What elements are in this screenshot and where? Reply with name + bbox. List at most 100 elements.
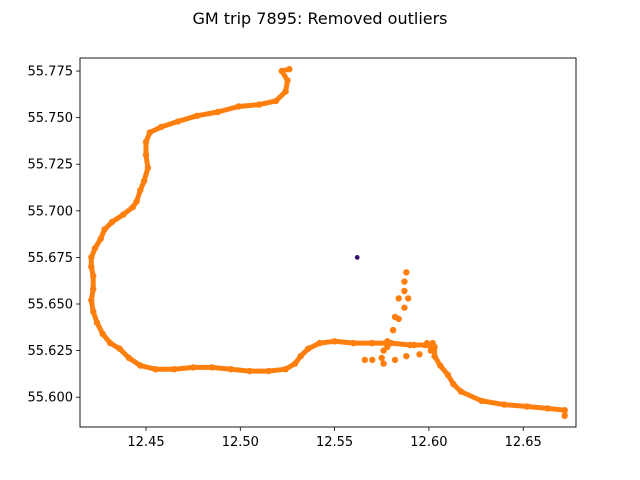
data-point: [88, 254, 95, 261]
x-tick-label: 12.50: [222, 435, 259, 450]
chart-title: GM trip 7895: Removed outliers: [192, 9, 447, 28]
x-axis: 12.45 12.50 12.55 12.60 12.65: [127, 427, 542, 450]
data-point: [450, 380, 457, 388]
data-point: [120, 211, 127, 218]
data-point: [561, 412, 568, 419]
data-point: [190, 364, 197, 371]
data-point: [403, 269, 410, 276]
data-point: [133, 198, 140, 205]
data-point: [256, 101, 263, 108]
data-point: [361, 356, 368, 364]
data-point: [157, 123, 165, 131]
data-point: [144, 164, 152, 172]
data-point: [101, 226, 108, 233]
y-tick-label: 55.625: [28, 344, 74, 359]
data-marks: [88, 66, 568, 419]
data-point: [174, 118, 182, 125]
data-point: [265, 367, 272, 375]
data-point: [429, 339, 436, 347]
data-point: [99, 330, 106, 337]
data-point: [246, 367, 253, 375]
data-point: [282, 366, 289, 373]
data-point: [278, 67, 285, 75]
data-point: [423, 339, 431, 347]
data-point: [142, 151, 150, 159]
data-point: [405, 295, 412, 302]
y-tick-label: 55.650: [28, 298, 74, 313]
data-point: [401, 304, 408, 311]
data-point: [90, 272, 97, 280]
data-point: [129, 203, 136, 211]
data-point: [410, 341, 417, 349]
series-1: [354, 255, 360, 260]
data-point: [391, 356, 399, 364]
data-point: [142, 138, 150, 146]
data-point: [384, 343, 391, 351]
data-point: [401, 287, 408, 295]
data-point: [523, 403, 531, 410]
data-point: [401, 278, 408, 285]
data-point: [544, 405, 551, 412]
plot-area: [80, 58, 576, 427]
y-tick-label: 55.600: [28, 391, 74, 406]
data-point: [395, 295, 402, 302]
y-tick-label: 55.700: [28, 204, 74, 219]
data-point: [146, 129, 153, 136]
data-point: [416, 351, 423, 358]
data-point: [457, 388, 465, 395]
data-point: [193, 112, 201, 120]
data-point: [90, 308, 97, 315]
plot-frame: [79, 57, 577, 428]
y-tick-label: 55.675: [28, 251, 74, 266]
x-tick-label: 12.65: [505, 435, 542, 450]
y-tick-label: 55.725: [28, 158, 74, 173]
data-point: [369, 356, 376, 364]
data-point: [108, 218, 116, 226]
data-point: [305, 345, 312, 352]
data-point: [380, 360, 387, 367]
data-point: [284, 77, 291, 84]
data-point: [427, 347, 434, 354]
data-point: [286, 66, 293, 73]
data-point: [354, 255, 360, 260]
data-point: [431, 353, 438, 360]
x-tick-label: 12.55: [316, 435, 353, 450]
data-point: [561, 407, 568, 414]
y-tick-label: 55.775: [28, 65, 74, 80]
data-point: [297, 353, 304, 360]
data-point: [384, 338, 391, 345]
data-point: [272, 97, 280, 105]
data-point: [437, 362, 444, 369]
data-point: [152, 366, 159, 373]
data-point: [235, 103, 242, 110]
data-point: [91, 244, 99, 252]
data-point: [501, 401, 508, 408]
data-point: [137, 187, 144, 194]
data-point: [369, 339, 376, 347]
data-point: [282, 88, 289, 95]
data-point: [90, 285, 97, 293]
data-point: [93, 319, 101, 326]
data-point: [291, 360, 299, 367]
series-0: [88, 66, 568, 419]
x-tick-label: 12.45: [127, 435, 164, 450]
data-point: [107, 339, 114, 347]
data-point: [316, 339, 323, 347]
data-point: [116, 345, 123, 352]
data-point: [88, 297, 95, 304]
data-point: [214, 108, 221, 116]
x-tick-label: 12.60: [410, 435, 447, 450]
data-point: [125, 354, 133, 362]
data-point: [378, 354, 385, 362]
data-point: [403, 353, 410, 360]
data-point: [391, 313, 399, 321]
data-point: [88, 263, 95, 270]
data-point: [208, 364, 216, 371]
data-point: [350, 339, 357, 347]
data-point: [171, 366, 178, 373]
data-point: [227, 366, 235, 373]
data-point: [97, 235, 104, 242]
data-point: [389, 326, 397, 334]
y-axis: 55.600 55.625 55.650 55.675 55.700 55.725 55.7…: [28, 65, 80, 406]
